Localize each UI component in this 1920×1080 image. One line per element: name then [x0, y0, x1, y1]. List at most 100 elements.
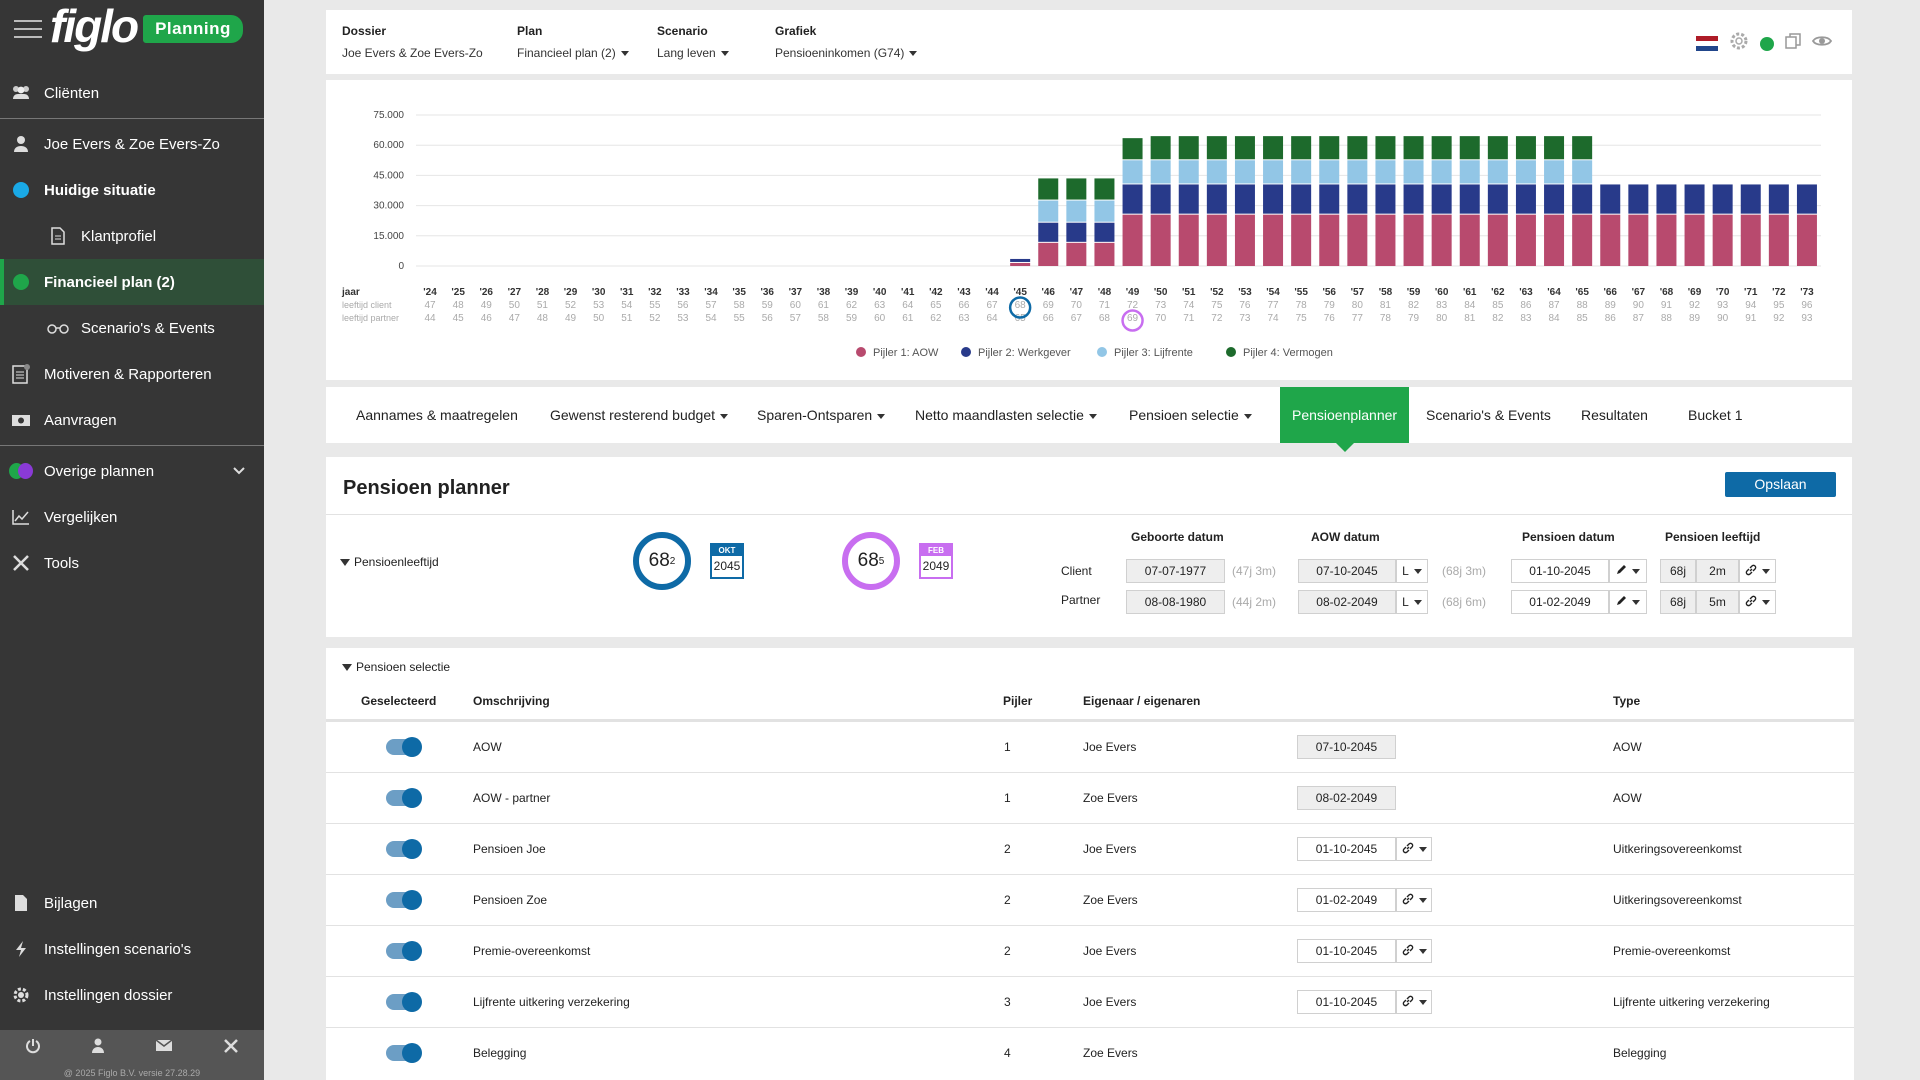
- nav-huidige-situatie[interactable]: Huidige situatie: [0, 167, 264, 213]
- eye-icon[interactable]: [1811, 34, 1833, 53]
- tools-footer-icon[interactable]: [223, 1038, 239, 1059]
- tab-gewenst-budget[interactable]: Gewenst resterend budget: [550, 387, 728, 443]
- header-grafiek-value: Pensioeninkomen (G74): [775, 46, 905, 60]
- bar-segment: [1768, 214, 1789, 266]
- caret-down-icon: [1413, 599, 1422, 605]
- tab-pensioenplanner[interactable]: Pensioenplanner: [1280, 387, 1410, 452]
- y-tick-label: 75.000: [373, 110, 404, 121]
- account-icon[interactable]: [91, 1038, 105, 1059]
- partner-pension-years[interactable]: 68j: [1660, 590, 1696, 614]
- link-select[interactable]: [1396, 837, 1432, 861]
- client-birth-date[interactable]: 07-07-1977: [1126, 559, 1225, 583]
- client-pension-date[interactable]: 01-10-2045: [1511, 559, 1609, 583]
- bar-segment: [1094, 200, 1115, 222]
- selected-toggle[interactable]: [386, 1043, 422, 1063]
- selected-toggle[interactable]: [386, 737, 422, 757]
- x-tick-year: '67: [1632, 287, 1646, 298]
- start-date-field[interactable]: 08-02-2049: [1297, 786, 1396, 810]
- nav-financieel-plan[interactable]: Financieel plan (2): [0, 259, 264, 305]
- selected-toggle[interactable]: [386, 992, 422, 1012]
- header-scenario[interactable]: Scenario Lang leven: [657, 24, 729, 60]
- tools-icon: [9, 551, 33, 575]
- age-client-label: 52: [565, 300, 577, 311]
- attachment-icon: [9, 891, 33, 915]
- menu-icon[interactable]: [14, 20, 42, 38]
- chevron-down-icon[interactable]: [232, 463, 246, 480]
- section-pensioen-selectie-toggle[interactable]: Pensioen selectie: [342, 660, 450, 674]
- link-select[interactable]: [1396, 939, 1432, 963]
- link-select[interactable]: [1396, 888, 1432, 912]
- start-date-field[interactable]: 01-02-2049: [1297, 888, 1396, 912]
- gear-icon: [9, 983, 33, 1007]
- nav-label: Tools: [44, 554, 80, 572]
- selected-toggle[interactable]: [386, 941, 422, 961]
- partner-aow-date[interactable]: 08-02-2049: [1298, 590, 1396, 614]
- partner-link-select[interactable]: [1739, 590, 1776, 614]
- figlo-logo[interactable]: figlo: [50, 0, 139, 52]
- caret-down-icon: [620, 51, 629, 57]
- start-date-field[interactable]: 07-10-2045: [1297, 735, 1396, 759]
- owner-cell: Zoe Evers: [1083, 1046, 1138, 1060]
- nav-bijlagen[interactable]: Bijlagen: [0, 880, 264, 926]
- nav-overige-plannen[interactable]: Overige plannen: [0, 448, 264, 494]
- table-row: Premie-overeenkomst 2 Joe Evers 01-10-2045 P…: [326, 925, 1854, 976]
- partner-birth-date[interactable]: 08-08-1980: [1126, 590, 1225, 614]
- save-button[interactable]: Opslaan: [1725, 472, 1836, 497]
- section-pensioenleeftijd-toggle[interactable]: Pensioenleeftijd: [340, 555, 439, 569]
- header-dossier[interactable]: Dossier Joe Evers & Zoe Evers-Zo: [342, 24, 483, 60]
- bar-segment: [1431, 136, 1452, 160]
- settings-gear-icon[interactable]: [1728, 30, 1750, 57]
- client-pension-months[interactable]: 2m: [1696, 559, 1739, 583]
- x-tick-year: '45: [1013, 287, 1027, 298]
- nav-instellingen-dossier[interactable]: Instellingen dossier: [0, 972, 264, 1018]
- dutch-flag-icon[interactable]: [1696, 36, 1718, 51]
- nav-instellingen-scenarios[interactable]: Instellingen scenario's: [0, 926, 264, 972]
- partner-pension-date[interactable]: 01-02-2049: [1511, 590, 1609, 614]
- tab-label: Pensioen selectie: [1129, 407, 1239, 423]
- mail-icon[interactable]: [155, 1039, 173, 1057]
- nav-clienten[interactable]: Cliënten: [0, 70, 264, 116]
- header-plan[interactable]: Plan Financieel plan (2): [517, 24, 629, 60]
- age-client-label: 59: [762, 300, 774, 311]
- tab-pensioen-selectie[interactable]: Pensioen selectie: [1129, 387, 1252, 443]
- nav-tools[interactable]: Tools: [0, 540, 264, 586]
- header-grafiek[interactable]: Grafiek Pensioeninkomen (G74): [775, 24, 918, 60]
- nav-aanvragen[interactable]: Aanvragen: [0, 397, 264, 443]
- age-client-label: 63: [874, 300, 886, 311]
- tab-scenarios-events[interactable]: Scenario's & Events: [1426, 387, 1551, 443]
- client-pension-edit-select[interactable]: [1609, 559, 1647, 583]
- start-date-field[interactable]: 01-10-2045: [1297, 990, 1396, 1014]
- nav-scenarios-events[interactable]: Scenario's & Events: [0, 305, 264, 351]
- age-partner-label: 78: [1380, 313, 1392, 324]
- tab-sparen-ontsparen[interactable]: Sparen-Ontsparen: [757, 387, 886, 443]
- selected-toggle[interactable]: [386, 839, 422, 859]
- tab-resultaten[interactable]: Resultaten: [1581, 387, 1648, 443]
- age-client-label: 88: [1577, 300, 1589, 311]
- selected-toggle[interactable]: [386, 890, 422, 910]
- partner-aow-mode-select[interactable]: L: [1396, 590, 1428, 614]
- nav-vergelijken[interactable]: Vergelijken: [0, 494, 264, 540]
- link-select[interactable]: [1396, 990, 1432, 1014]
- start-date-field[interactable]: 01-10-2045: [1297, 837, 1396, 861]
- start-date-field[interactable]: 01-10-2045: [1297, 939, 1396, 963]
- power-icon[interactable]: [25, 1038, 41, 1059]
- client-link-select[interactable]: [1739, 559, 1776, 583]
- selected-toggle[interactable]: [386, 788, 422, 808]
- bar-segment: [1066, 178, 1087, 200]
- partner-pension-edit-select[interactable]: [1609, 590, 1647, 614]
- bar-segment: [1431, 184, 1452, 214]
- bar-segment: [1263, 214, 1284, 266]
- client-aow-date[interactable]: 07-10-2045: [1298, 559, 1396, 583]
- client-pension-years[interactable]: 68j: [1660, 559, 1696, 583]
- client-age-months: 2: [669, 555, 676, 567]
- nav-dossier[interactable]: Joe Evers & Zoe Evers-Zo: [0, 121, 264, 167]
- age-partner-label: 76: [1324, 313, 1336, 324]
- nav-motiveren[interactable]: Motiveren & Rapporteren: [0, 351, 264, 397]
- partner-pension-months[interactable]: 5m: [1696, 590, 1739, 614]
- nav-klantprofiel[interactable]: Klantprofiel: [0, 213, 264, 259]
- client-aow-mode-select[interactable]: L: [1396, 559, 1428, 583]
- copy-icon[interactable]: [1784, 32, 1802, 55]
- tab-bucket-1[interactable]: Bucket 1: [1688, 387, 1742, 443]
- tab-aannames[interactable]: Aannames & maatregelen: [356, 387, 518, 443]
- tab-netto-maandlasten[interactable]: Netto maandlasten selectie: [915, 387, 1097, 443]
